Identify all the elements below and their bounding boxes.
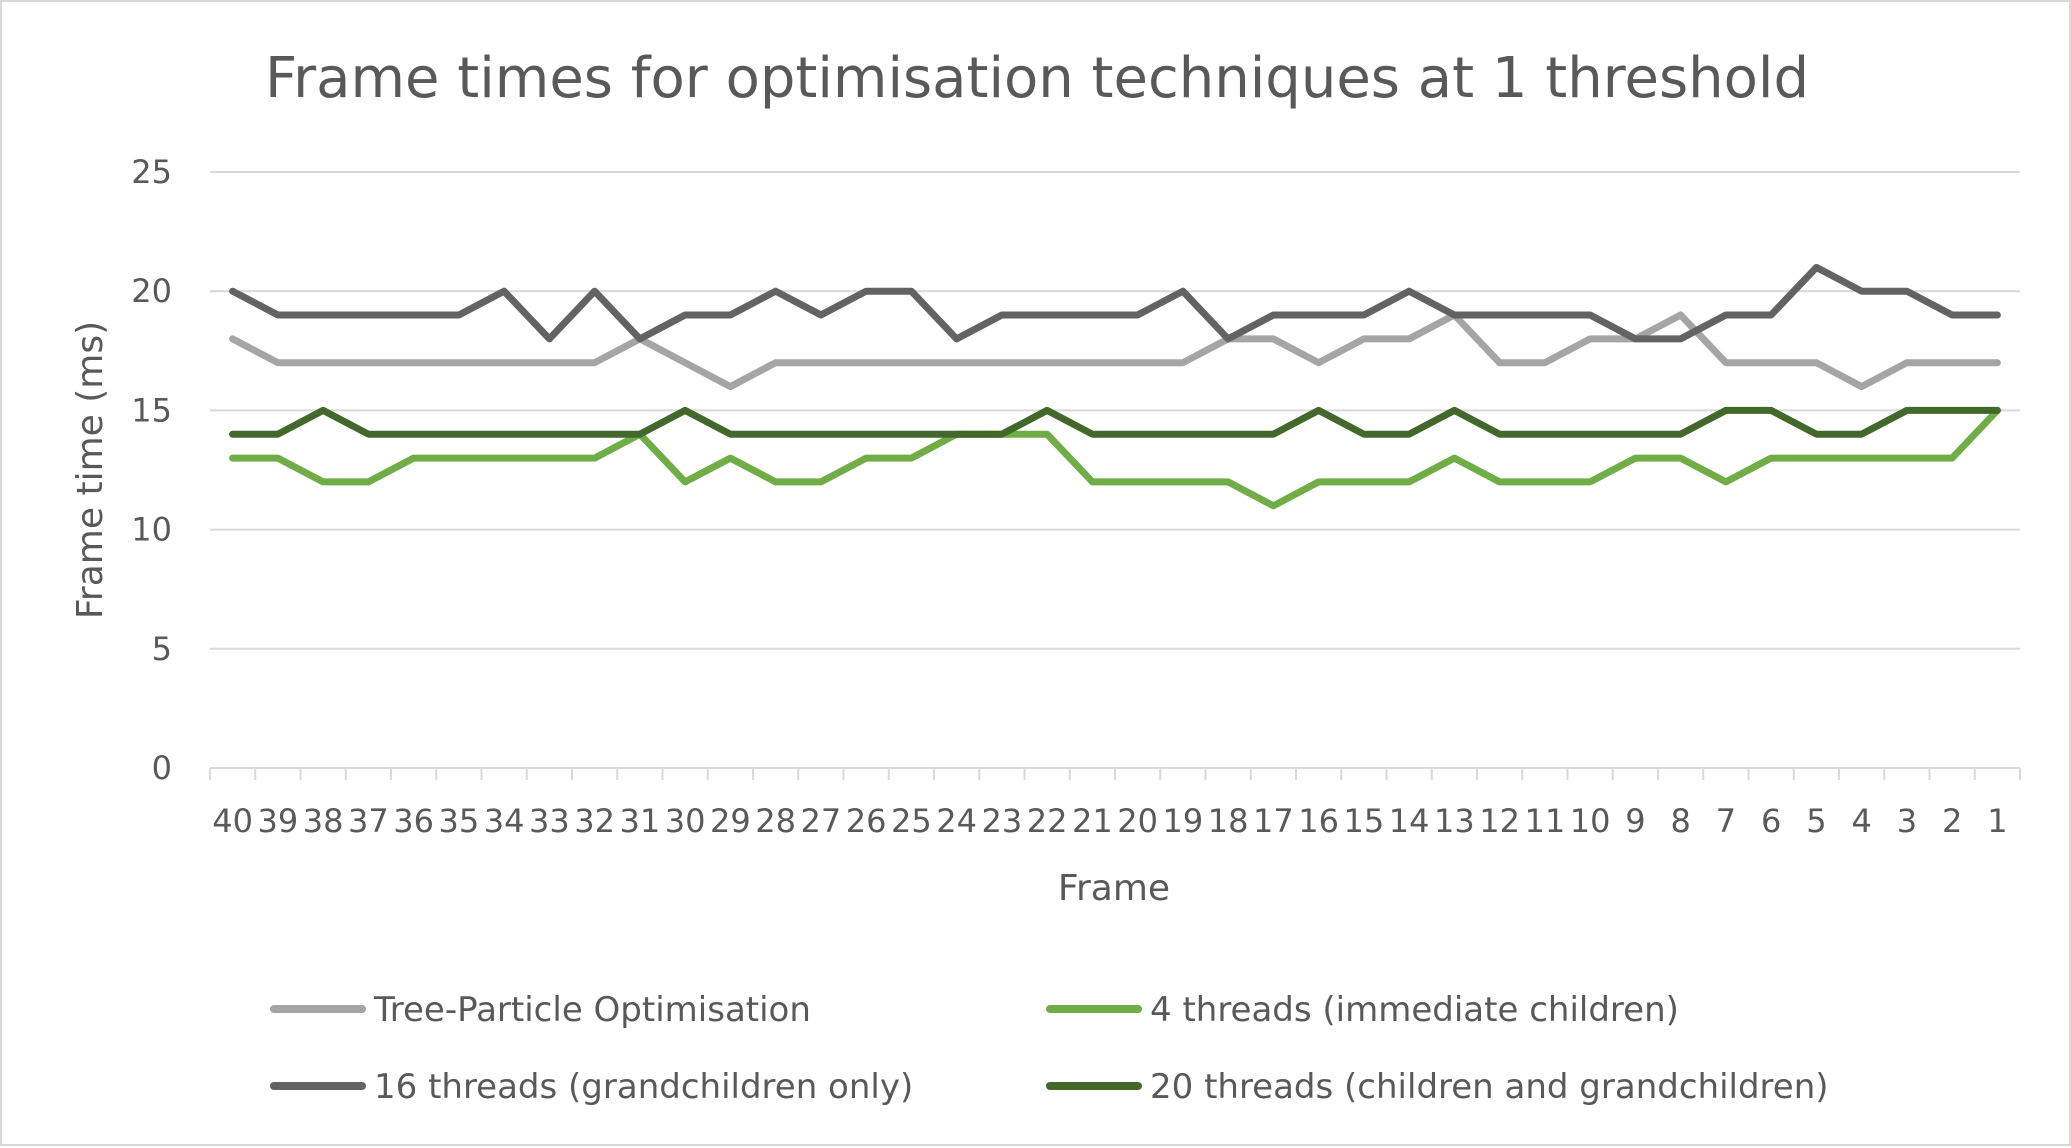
x-tick-label: 17	[1253, 802, 1294, 840]
chart-title: Frame times for optimisation techniques …	[265, 46, 1809, 111]
x-tick-label: 31	[620, 802, 661, 840]
x-tick-label: 38	[303, 802, 344, 840]
x-tick-label: 36	[393, 802, 434, 840]
x-tick-label: 32	[574, 802, 615, 840]
y-tick-label: 15	[131, 391, 172, 429]
x-tick-label: 21	[1072, 802, 1113, 840]
x-tick-label: 2	[1942, 802, 1962, 840]
y-axis: 0 5 10 15 20 25	[131, 153, 172, 787]
x-tick-label: 11	[1525, 802, 1566, 840]
x-axis	[209, 767, 2021, 780]
x-tick-label: 12	[1479, 802, 1520, 840]
x-tick-label: 13	[1434, 802, 1475, 840]
series-lines	[229, 263, 2001, 510]
legend: Tree-Particle Optimisation 4 threads (imm…	[270, 990, 1829, 1107]
x-tick-label: 22	[1027, 802, 1068, 840]
series-line	[229, 263, 2001, 343]
series-line	[229, 406, 2001, 510]
x-tick-label: 23	[982, 802, 1023, 840]
legend-label: Tree-Particle Optimisation	[373, 990, 811, 1030]
x-tick-label: 3	[1897, 802, 1917, 840]
x-tick-label: 28	[755, 802, 796, 840]
x-tick-label: 5	[1806, 802, 1826, 840]
x-tick-label: 24	[936, 802, 977, 840]
y-tick-label: 0	[152, 749, 172, 787]
x-tick-label: 4	[1851, 802, 1871, 840]
series-line	[229, 311, 2001, 391]
x-tick-label: 35	[439, 802, 480, 840]
x-tick-label: 9	[1625, 802, 1645, 840]
series-line	[229, 406, 2001, 438]
x-tick-label: 16	[1298, 802, 1339, 840]
y-tick-label: 10	[131, 511, 172, 549]
legend-label: 20 threads (children and grandchildren)	[1150, 1067, 1829, 1107]
x-tick-label: 33	[529, 802, 570, 840]
x-tick-label: 6	[1761, 802, 1781, 840]
x-tick-label: 27	[801, 802, 842, 840]
x-tick-label: 20	[1117, 802, 1158, 840]
y-tick-label: 20	[131, 272, 172, 310]
x-tick-label: 25	[891, 802, 932, 840]
x-tick-label: 39	[258, 802, 299, 840]
legend-label: 4 threads (immediate children)	[1150, 990, 1679, 1030]
x-tick-label: 34	[484, 802, 525, 840]
x-tick-label: 1	[1987, 802, 2007, 840]
x-tick-label: 15	[1344, 802, 1385, 840]
x-tick-label: 10	[1570, 802, 1611, 840]
x-axis-title: Frame	[1058, 868, 1170, 909]
legend-label: 16 threads (grandchildren only)	[374, 1067, 913, 1107]
x-tick-label: 40	[212, 802, 253, 840]
x-tick-label: 30	[665, 802, 706, 840]
x-tick-label: 26	[846, 802, 887, 840]
x-tick-label: 29	[710, 802, 751, 840]
x-tick-label: 19	[1163, 802, 1204, 840]
x-tick-label: 14	[1389, 802, 1430, 840]
x-tick-label: 8	[1670, 802, 1690, 840]
y-tick-label: 5	[152, 630, 172, 668]
gridlines	[210, 171, 2020, 650]
y-tick-label: 25	[131, 153, 172, 191]
x-tick-labels: 40 39 38 37 36 35 34 33 32 31 30 29 28 27 26 25 24 23 22 21…	[212, 802, 2007, 840]
x-tick-label: 7	[1716, 802, 1736, 840]
x-tick-label: 18	[1208, 802, 1249, 840]
y-axis-title: Frame time (ms)	[70, 321, 111, 619]
x-tick-label: 37	[348, 802, 389, 840]
